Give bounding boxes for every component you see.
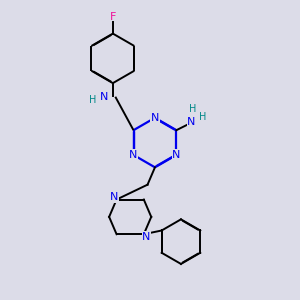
Text: N: N <box>142 232 151 242</box>
Text: F: F <box>110 13 116 22</box>
Text: H: H <box>89 95 97 106</box>
Text: N: N <box>129 150 138 160</box>
Text: H: H <box>189 104 196 114</box>
Text: N: N <box>151 113 159 123</box>
Text: H: H <box>199 112 206 122</box>
Text: N: N <box>172 150 181 160</box>
Text: N: N <box>100 92 108 102</box>
Text: N: N <box>187 116 196 127</box>
Text: N: N <box>110 192 118 202</box>
